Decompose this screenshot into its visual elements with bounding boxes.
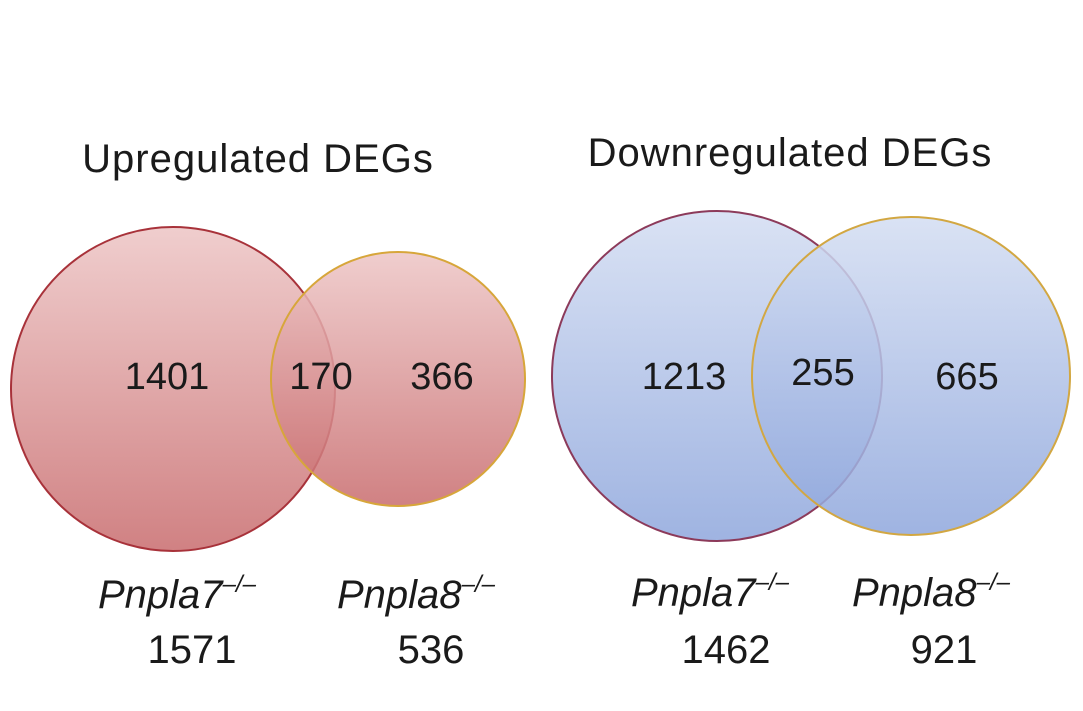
set-circle-pnpla8-up [270,251,526,507]
set-label-pnpla8-up: Pnpla8–/– [337,571,496,617]
set-label-pnpla7-up: Pnpla7–/– [98,571,257,617]
venn-upregulated: Upregulated DEGs 1401 170 366 Pnpla7–/– … [10,137,526,672]
set-label-pnpla7-down: Pnpla7–/– [631,569,790,615]
venn-title-upregulated: Upregulated DEGs [82,137,434,181]
venn-title-downregulated: Downregulated DEGs [588,131,993,175]
count-overlap-down: 255 [791,352,854,394]
set-total-pnpla7-up: 1571 [148,628,237,672]
set-circle-pnpla8-down [751,216,1071,536]
set-total-pnpla8-up: 536 [398,628,465,672]
count-pnpla7-only-down: 1213 [642,356,727,398]
set-total-pnpla8-down: 921 [911,628,978,672]
count-overlap-up: 170 [289,356,352,398]
venn-downregulated: Downregulated DEGs 1213 255 665 Pnpla7–/… [551,131,1071,672]
count-pnpla8-only-up: 366 [410,356,473,398]
set-total-pnpla7-down: 1462 [682,628,771,672]
count-pnpla8-only-down: 665 [935,356,998,398]
set-label-pnpla8-down: Pnpla8–/– [852,569,1011,615]
count-pnpla7-only-up: 1401 [125,356,210,398]
